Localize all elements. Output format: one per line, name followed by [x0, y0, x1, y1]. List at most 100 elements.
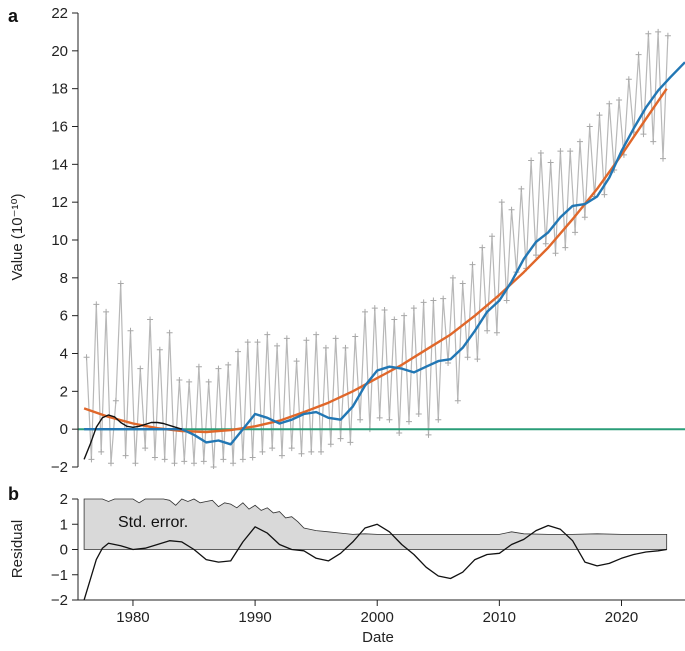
observed-point-marker: [664, 32, 671, 39]
observed-point-marker: [405, 418, 412, 425]
observed-point-marker: [107, 460, 114, 467]
panel-b-y-tick-label: 0: [60, 542, 68, 559]
panel-a-y-tick-label: 6: [60, 308, 68, 325]
observed-point-marker: [440, 295, 447, 302]
panel-b-x-tick-label: 2010: [483, 609, 516, 626]
observed-point-marker: [171, 460, 178, 467]
panel-a-y-tick-label: 20: [51, 43, 68, 60]
panel-b-x-tick-label: 2000: [361, 609, 394, 626]
panel-a-label: a: [8, 6, 19, 26]
observed-point-marker: [244, 339, 251, 346]
panel-b-x-tick-label: 1980: [116, 609, 149, 626]
observed-point-marker: [660, 155, 667, 162]
observed-point-marker: [93, 301, 100, 308]
observed-point-marker: [283, 335, 290, 342]
observed-point-marker: [195, 363, 202, 370]
observed-point-marker: [537, 149, 544, 156]
observed-point-marker: [127, 327, 134, 334]
panel-a-y-tick-label: 4: [60, 346, 68, 363]
observed-point-marker: [581, 214, 588, 221]
observed-point-marker: [313, 331, 320, 338]
panel-b-y-axis-label: Residual: [9, 520, 26, 578]
observed-point-marker: [161, 456, 168, 463]
observed-point-marker: [322, 344, 329, 351]
panel-a-y-tick-label: 16: [51, 119, 68, 136]
panel-a-y-tick-label: 0: [60, 421, 68, 438]
observed-point-marker: [230, 460, 237, 467]
observed-point-marker: [210, 464, 217, 469]
panel-b-y-tick-label: −2: [51, 592, 68, 609]
observed-point-marker: [586, 123, 593, 130]
observed-point-marker: [572, 229, 579, 236]
observed-point-marker: [474, 356, 481, 363]
panel-b-y-axis: −2 −1 0 1 2: [51, 491, 79, 609]
observed-point-marker: [489, 233, 496, 240]
observed-point-marker: [293, 358, 300, 365]
observed-point-marker: [249, 454, 256, 461]
early-fit-line: [83, 414, 183, 460]
observed-point-marker: [508, 206, 515, 213]
observed-point-marker: [234, 348, 241, 355]
observed-point-marker: [186, 378, 193, 385]
observed-point-marker: [493, 329, 500, 336]
panel-a-y-axis-label: Value (10⁻¹⁰): [9, 193, 26, 280]
observed-point-marker: [371, 305, 378, 312]
observed-point-marker: [191, 460, 198, 467]
observed-point-marker: [142, 445, 149, 452]
observed-point-marker: [200, 458, 207, 465]
residual-line: [83, 523, 667, 601]
observed-point-marker: [342, 344, 349, 351]
observed-point-marker: [303, 337, 310, 344]
observed-point-marker: [147, 316, 154, 323]
observed-point-marker: [357, 416, 364, 423]
observed-point-marker: [498, 199, 505, 206]
observed-point-marker: [215, 365, 222, 372]
observed-point-marker: [391, 316, 398, 323]
observed-point-marker: [430, 297, 437, 304]
observed-point-marker: [318, 448, 325, 455]
observed-point-marker: [596, 112, 603, 119]
observed-point-marker: [655, 28, 662, 35]
observed-point-marker: [225, 361, 232, 368]
observed-point-marker: [381, 306, 388, 313]
panel-b-label: b: [8, 484, 19, 504]
observed-point-marker: [259, 448, 266, 455]
observed-point-marker: [445, 359, 452, 366]
observed-point-marker: [362, 308, 369, 315]
observed-point-marker: [650, 138, 657, 145]
panel-a-y-tick-label: 10: [51, 232, 68, 249]
panel-a-y-tick-label: 14: [51, 156, 68, 173]
panel-a-y-axis: −2 0 2 4 6 8 10 12 14 16 18 20 22: [51, 5, 79, 476]
observed-point-marker: [239, 456, 246, 463]
observed-point-marker: [542, 240, 549, 247]
observed-point-marker: [254, 339, 261, 346]
observed-point-marker: [112, 397, 119, 404]
panel-a-y-tick-label: 8: [60, 270, 68, 287]
observed-point-marker: [308, 448, 315, 455]
panel-a-plot-area: [78, 28, 685, 469]
std-error-annotation: Std. error.: [118, 514, 188, 531]
panel-b-y-tick-label: 2: [60, 491, 68, 508]
observed-point-marker: [454, 397, 461, 404]
observed-point-marker: [557, 148, 564, 155]
observed-point-marker: [479, 244, 486, 251]
observed-point-marker: [547, 159, 554, 166]
observed-point-marker: [425, 431, 432, 438]
observed-point-marker: [156, 346, 163, 353]
observed-point-marker: [459, 280, 466, 287]
observed-point-marker: [449, 274, 456, 281]
observed-series-line: [85, 31, 669, 468]
panel-a-y-tick-label: 12: [51, 194, 68, 211]
observed-point-marker: [352, 333, 359, 340]
observed-point-marker: [606, 100, 613, 107]
panel-b-x-tick-label: 2020: [605, 609, 638, 626]
panel-a-y-tick-label: 2: [60, 383, 68, 400]
observed-point-marker: [410, 305, 417, 312]
observed-point-marker: [532, 252, 539, 259]
observed-point-marker: [176, 376, 183, 383]
panel-b-x-axis: 1980 1990 2000 2010 2020: [78, 599, 685, 626]
observed-point-marker: [401, 312, 408, 319]
observed-point-marker: [220, 456, 227, 463]
observed-point-marker: [640, 131, 647, 138]
